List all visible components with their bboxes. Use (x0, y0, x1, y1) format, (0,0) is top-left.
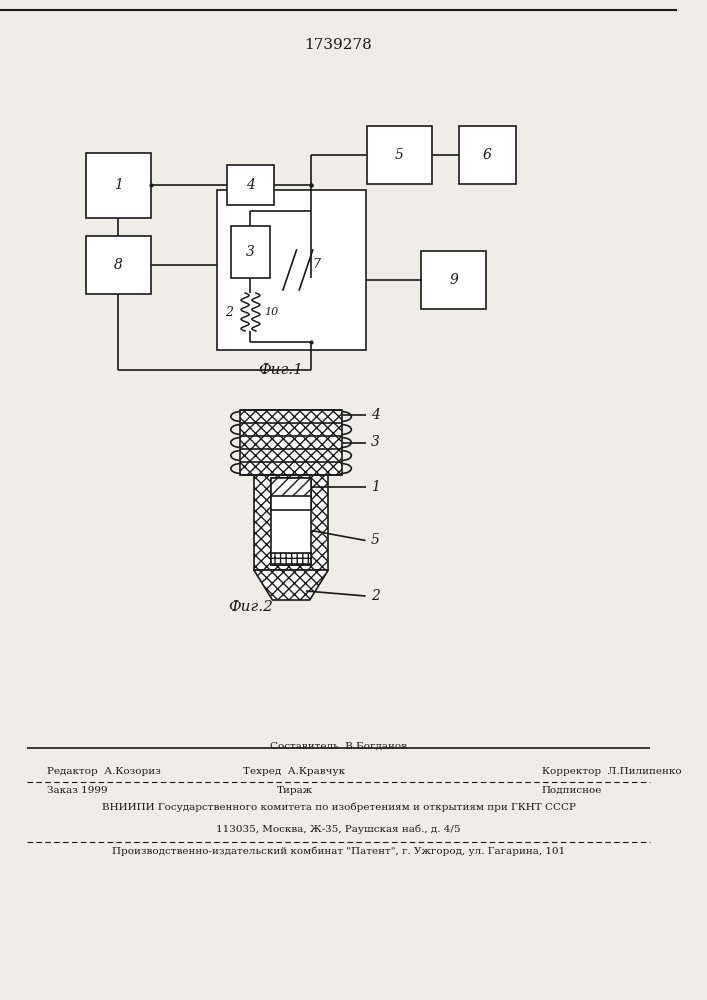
Text: 3: 3 (371, 436, 380, 450)
Bar (459, 126, 516, 184)
Text: 5: 5 (395, 148, 404, 162)
Text: 1: 1 (371, 480, 380, 494)
Text: 4: 4 (371, 408, 380, 422)
Bar (240, 410, 342, 475)
Bar (86, 152, 151, 218)
Bar (227, 165, 274, 205)
Bar (254, 475, 328, 570)
Text: Производственно-издательский комбинат "Патент", г. Ужгород, ул. Гагарина, 101: Производственно-издательский комбинат "П… (112, 847, 565, 856)
Bar (271, 478, 311, 565)
Bar (240, 410, 342, 475)
Bar (271, 553, 311, 565)
Text: 9: 9 (449, 273, 458, 287)
Bar (271, 553, 311, 565)
Text: 113035, Москва, Ж-35, Раушская наб., д. 4/5: 113035, Москва, Ж-35, Раушская наб., д. … (216, 825, 461, 834)
Text: Тираж: Тираж (276, 786, 312, 795)
Text: 7: 7 (312, 258, 321, 271)
Bar (231, 226, 270, 278)
Text: Фиг.1: Фиг.1 (259, 363, 303, 377)
Text: Составитель  В.Богданов: Составитель В.Богданов (270, 742, 407, 751)
Text: 6: 6 (483, 148, 492, 162)
Bar (216, 190, 366, 350)
Text: 3: 3 (246, 245, 255, 259)
Text: 8: 8 (114, 258, 123, 272)
Text: Редактор  А.Козориз: Редактор А.Козориз (47, 767, 161, 776)
Bar (367, 126, 431, 184)
Text: ВНИИПИ Государственного комитета по изобретениям и открытиям при ГКНТ СССР: ВНИИПИ Государственного комитета по изоб… (102, 803, 575, 812)
Text: 1: 1 (114, 178, 123, 192)
Bar (271, 478, 311, 496)
Text: Подписное: Подписное (542, 786, 602, 795)
Bar (271, 478, 311, 496)
Bar (271, 478, 311, 510)
Text: Корректор  Л.Пилипенко: Корректор Л.Пилипенко (542, 767, 681, 776)
Bar (86, 236, 151, 294)
Text: 1739278: 1739278 (305, 38, 373, 52)
Text: Заказ 1999: Заказ 1999 (47, 786, 108, 795)
Text: 10: 10 (264, 307, 279, 317)
Text: Техред  А.Кравчук: Техред А.Кравчук (243, 767, 346, 776)
Polygon shape (254, 570, 328, 600)
Text: 4: 4 (246, 178, 255, 192)
Text: Фиг.2: Фиг.2 (228, 600, 273, 614)
Text: 5: 5 (371, 534, 380, 548)
Text: 2: 2 (225, 306, 233, 318)
Text: 2: 2 (371, 589, 380, 603)
Bar (421, 251, 486, 309)
Bar (254, 475, 328, 570)
